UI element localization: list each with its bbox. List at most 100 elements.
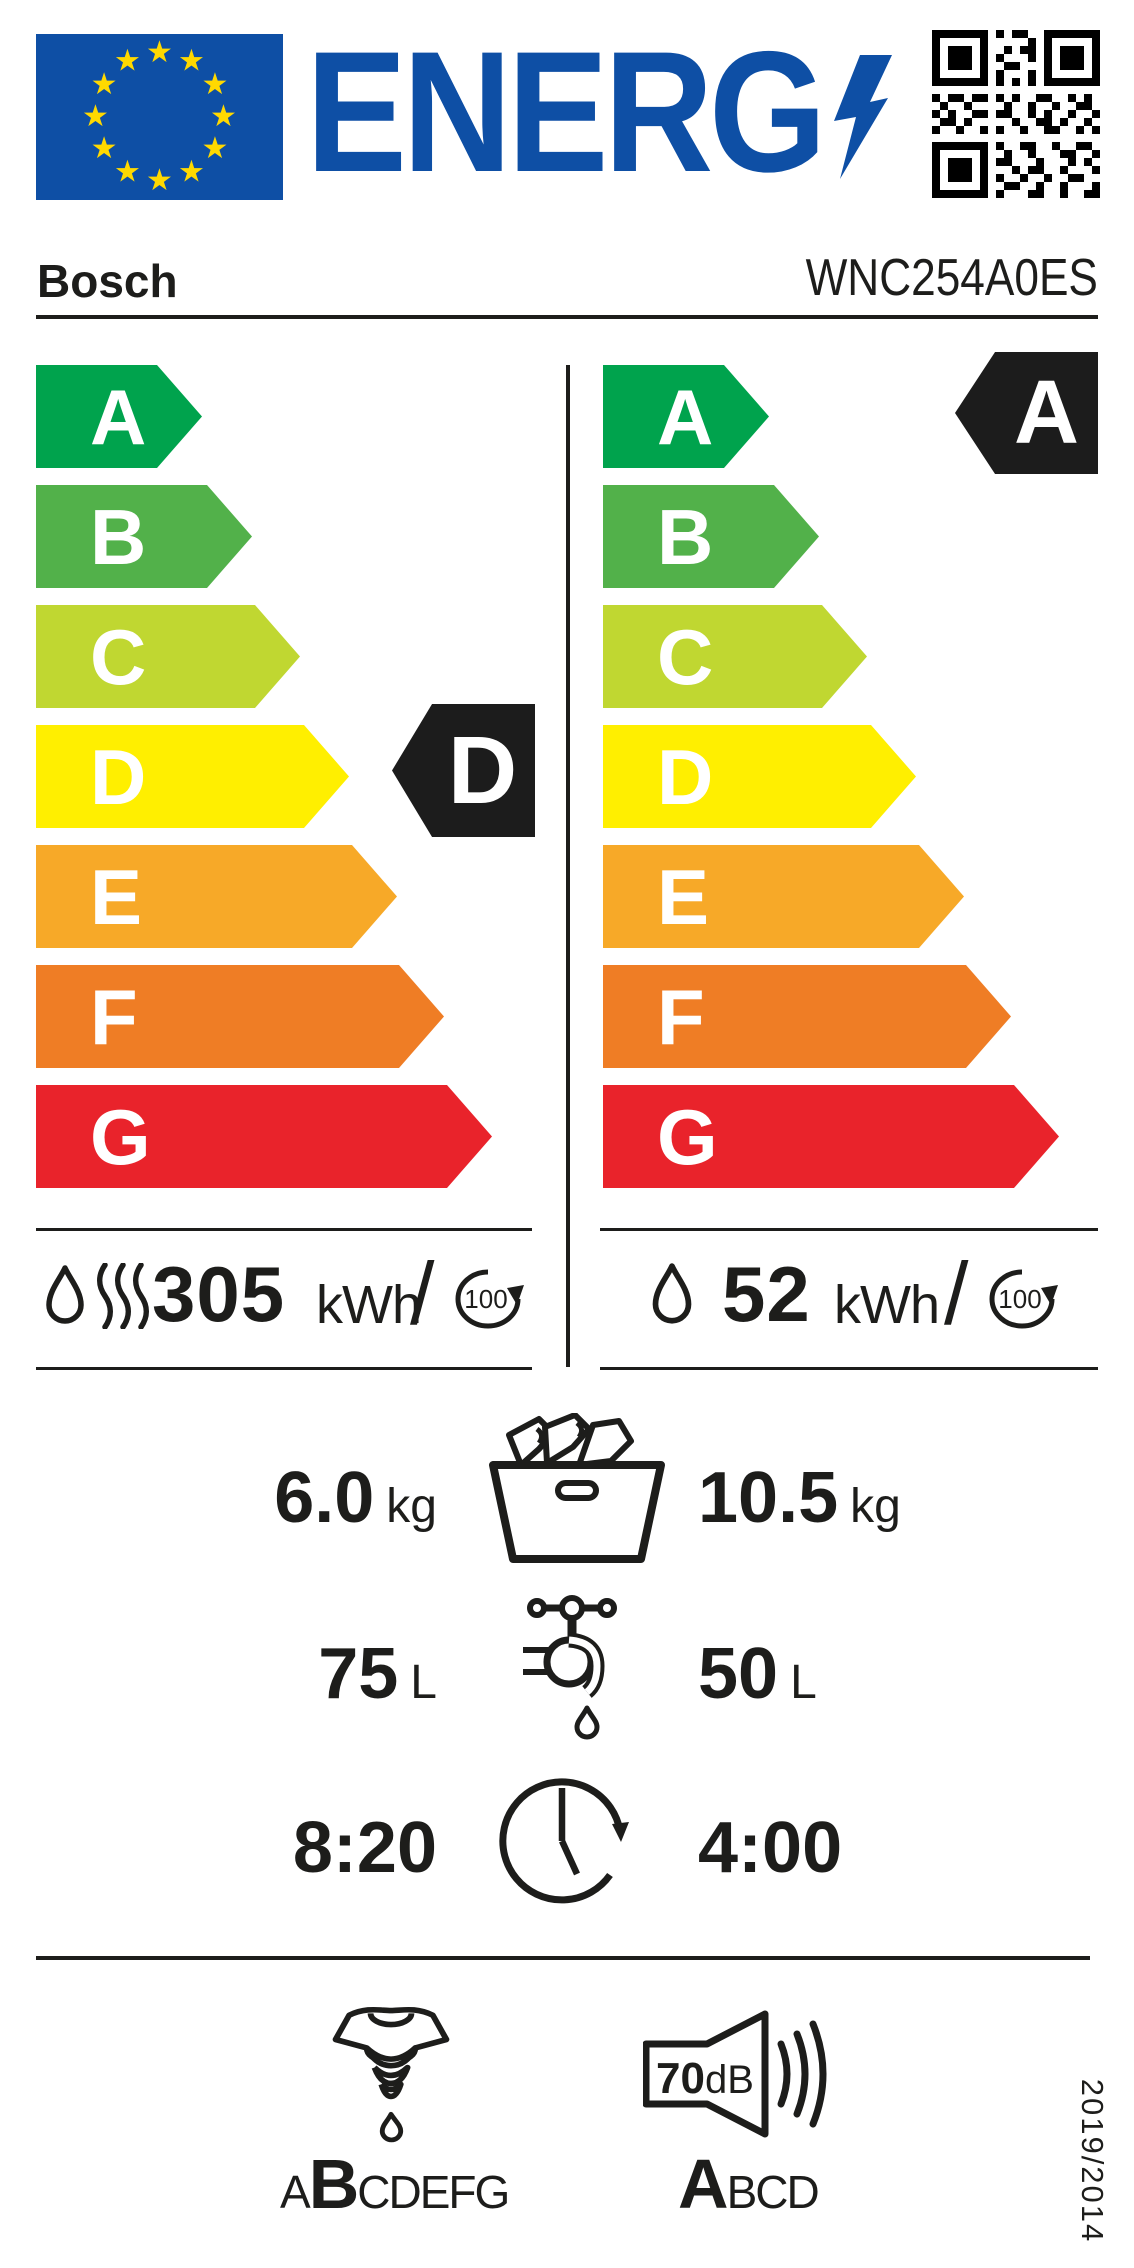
water-left-unit: L xyxy=(410,1656,437,1709)
eu-star: ★ xyxy=(201,68,229,101)
cycles-count: 100 xyxy=(998,1284,1041,1314)
laundry-basket-icon xyxy=(477,1413,677,1563)
arrow-label: F xyxy=(657,972,705,1061)
arrow-label: D xyxy=(657,732,714,821)
regulation-number: 2019/2014 xyxy=(1075,2078,1110,2244)
eu-star: ★ xyxy=(90,132,118,165)
capacity-right-unit: kg xyxy=(850,1480,901,1533)
eu-flag: ★ ★ ★ ★ ★ ★ ★ ★ ★ ★ ★ ★ xyxy=(36,34,283,200)
arrow-label: B xyxy=(657,492,714,581)
scale-arrow-e: E xyxy=(603,845,964,948)
clock-icon xyxy=(488,1768,652,1914)
scale-arrow-f: F xyxy=(36,965,444,1068)
scale-arrow-a: A xyxy=(603,365,769,468)
per-slash: / xyxy=(944,1244,969,1343)
spin-rating: B xyxy=(308,2145,360,2223)
scale-arrow-d: D xyxy=(603,725,916,828)
eu-star: ★ xyxy=(178,44,205,78)
left-rating-tag: D xyxy=(392,704,535,837)
noise-rating: A xyxy=(678,2145,729,2223)
right-rating-tag: A xyxy=(955,352,1098,474)
energy-value-left: 305 xyxy=(152,1250,286,1338)
left-rating-letter: D xyxy=(447,716,518,824)
eu-star: ★ xyxy=(210,100,237,133)
eu-star: ★ xyxy=(114,44,141,78)
arrow-label: A xyxy=(657,372,714,461)
scale-arrow-b: B xyxy=(36,485,252,588)
bottom-divider xyxy=(36,1956,1090,1960)
arrow-label: G xyxy=(657,1092,718,1181)
scale-arrow-g: G xyxy=(36,1085,492,1188)
lightning-bolt-icon xyxy=(830,55,892,179)
noise-db-value: 70 xyxy=(656,2054,705,2103)
kwh-rule xyxy=(36,1367,532,1370)
spin-letters-after: CDEFG xyxy=(357,2166,510,2218)
speaker-icon xyxy=(643,2008,848,2140)
energy-logo-text: ENERG xyxy=(306,16,827,208)
cycles-count: 100 xyxy=(464,1284,507,1314)
arrow-label: D xyxy=(90,732,147,821)
eu-star: ★ xyxy=(82,100,109,133)
scale-arrow-d: D xyxy=(36,725,349,828)
energy-unit-right: kWh xyxy=(834,1275,940,1335)
arrow-label: E xyxy=(90,852,143,941)
scale-arrow-c: C xyxy=(603,605,867,708)
qr-code xyxy=(932,30,1100,198)
model-number: WNC254A0ES xyxy=(805,249,1098,307)
duration-left: 8:20 xyxy=(293,1812,437,1884)
heat-waves-icon xyxy=(96,1263,152,1329)
water-right-unit: L xyxy=(790,1656,817,1709)
capacity-right: 10.5 kg xyxy=(698,1462,901,1534)
eu-star: ★ xyxy=(90,68,118,101)
water-left-value: 75 xyxy=(318,1634,399,1714)
arrow-label: A xyxy=(90,372,147,461)
scale-arrow-f: F xyxy=(603,965,1011,1068)
spin-class-letters: A B CDEFG xyxy=(280,2145,510,2223)
per-slash: / xyxy=(410,1244,435,1343)
kwh-rule xyxy=(36,1228,532,1231)
noise-db: 70dB xyxy=(655,2057,755,2101)
arrow-label: C xyxy=(657,612,714,701)
capacity-left-unit: kg xyxy=(386,1480,437,1533)
scale-arrow-g: G xyxy=(603,1085,1059,1188)
scale-arrow-c: C xyxy=(36,605,300,708)
water-drop-icon xyxy=(42,1265,88,1329)
scale-arrow-a: A xyxy=(36,365,202,468)
water-right-value: 50 xyxy=(698,1634,779,1714)
arrow-label: E xyxy=(657,852,710,941)
kwh-rule xyxy=(600,1367,1098,1370)
per-100-cycles-icon: 100 xyxy=(986,1264,1060,1332)
eu-star: ★ xyxy=(201,132,229,165)
capacity-left-value: 6.0 xyxy=(274,1458,375,1538)
arrow-label: C xyxy=(90,612,147,701)
per-100-cycles-icon: 100 xyxy=(452,1264,526,1332)
capacity-right-value: 10.5 xyxy=(698,1458,839,1538)
noise-class-letters: A BCD xyxy=(678,2145,820,2223)
capacity-left: 6.0 kg xyxy=(274,1462,437,1534)
water-tap-icon xyxy=(497,1592,647,1742)
energy-unit-left: kWh xyxy=(316,1275,422,1335)
duration-right: 4:00 xyxy=(698,1812,842,1884)
right-rating-letter: A xyxy=(1014,363,1079,463)
noise-letters-after: BCD xyxy=(726,2166,820,2218)
spin-letters-before: A xyxy=(280,2166,311,2218)
scale-arrow-e: E xyxy=(36,845,397,948)
water-right: 50 L xyxy=(698,1638,817,1710)
eu-star: ★ xyxy=(178,155,205,189)
eu-star: ★ xyxy=(146,36,173,69)
water-drop-icon xyxy=(648,1263,696,1329)
energy-value-right: 52 xyxy=(722,1250,811,1338)
arrow-label: F xyxy=(90,972,138,1061)
header-divider xyxy=(36,315,1098,319)
spin-dry-icon xyxy=(320,2004,462,2146)
kwh-rule xyxy=(600,1228,1098,1231)
duration-left-value: 8:20 xyxy=(292,1808,437,1888)
noise-db-unit: dB xyxy=(705,2058,754,2102)
eu-star: ★ xyxy=(114,155,141,189)
brand-name: Bosch xyxy=(37,255,178,307)
eu-star: ★ xyxy=(146,164,173,197)
scale-arrow-b: B xyxy=(603,485,819,588)
duration-right-value: 4:00 xyxy=(698,1808,843,1888)
arrow-label: G xyxy=(90,1092,151,1181)
